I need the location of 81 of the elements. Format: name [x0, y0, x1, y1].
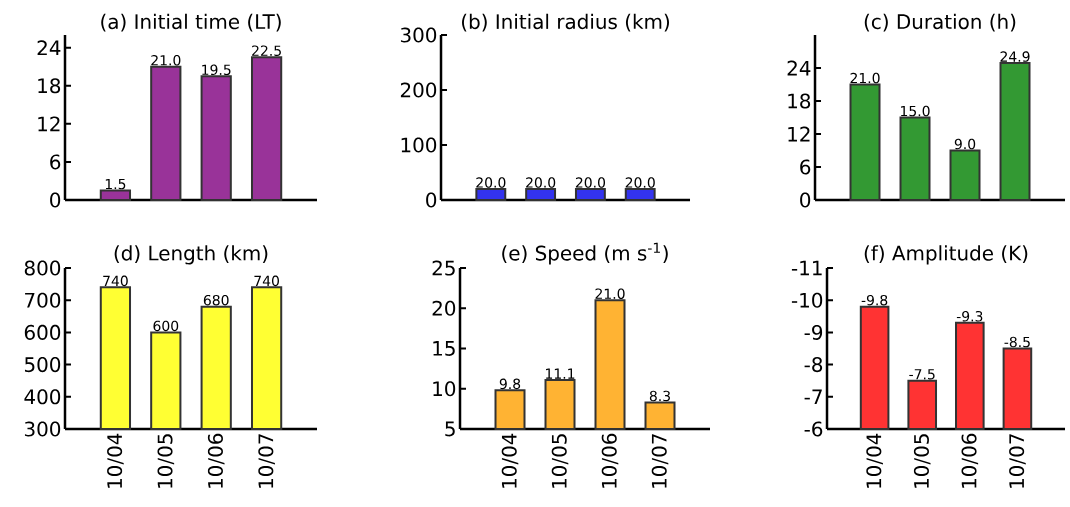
data-label: 1.5 [105, 178, 126, 190]
y-tick-label: 15 [433, 341, 455, 356]
x-tick-label: 10/07 [258, 434, 275, 488]
x-tick-label: 10/04 [107, 433, 124, 488]
x-tick-label: 10/07 [1009, 434, 1026, 488]
data-label: 9.8 [499, 378, 521, 390]
data-label: -9.8 [861, 294, 888, 306]
x-tick-label: 10/06 [961, 433, 979, 488]
data-label: 24.9 [1000, 51, 1030, 62]
y-tick-label: 700 [25, 292, 61, 308]
x-tick-label: 10/04 [501, 433, 519, 488]
y-tick-label: 10 [433, 381, 456, 397]
x-tick-label: 10/05 [913, 434, 931, 488]
bar [849, 83, 881, 201]
y-tick-label: 12 [788, 126, 810, 142]
y-tick-label: 6 [800, 159, 811, 175]
data-label: 680 [203, 294, 229, 306]
data-label: -9.3 [956, 310, 983, 322]
data-label: 21.0 [595, 288, 625, 300]
data-label: 15.0 [901, 105, 930, 117]
y-tick-label: -9 [804, 324, 823, 340]
data-label: 19.5 [202, 64, 231, 76]
y-tick-label: -7 [804, 389, 822, 405]
y-tick-label: 0 [800, 192, 811, 208]
data-label: 740 [103, 275, 128, 287]
y-tick-label: 20 [432, 300, 456, 316]
x-tick-label: 10/06 [207, 433, 225, 488]
data-label: 20.0 [625, 177, 655, 188]
data-label: 21.0 [151, 54, 181, 66]
x-tick-label: 10/05 [551, 434, 569, 488]
data-label: 600 [153, 320, 179, 332]
data-label: 20.0 [526, 177, 556, 188]
chart-title: (f) Amplitude (K) [864, 245, 1028, 265]
data-label: 20.0 [575, 177, 606, 188]
data-label: 8.3 [649, 390, 670, 402]
y-tick-label: 0 [50, 192, 61, 208]
y-tick-label: 500 [24, 357, 61, 373]
y-tick-label: 12 [38, 116, 60, 132]
y-tick-label: 18 [788, 93, 811, 109]
y-tick-label: -6 [804, 421, 823, 437]
chart-title: (d) Length (km) [114, 245, 268, 265]
data-label: 20.0 [476, 177, 506, 188]
y-tick-label: 800 [24, 260, 61, 276]
y-tick-label: 25 [432, 260, 455, 276]
data-label: 9.0 [954, 138, 976, 150]
bar [99, 189, 132, 201]
bar [150, 65, 182, 201]
x-tick-label: 10/07 [651, 434, 669, 488]
bar [250, 56, 283, 201]
x-tick-label: 10/05 [157, 434, 175, 488]
data-label: 740 [254, 275, 279, 287]
y-tick-label: 0 [426, 192, 437, 208]
y-tick-label: 18 [38, 78, 61, 94]
y-tick-label: 300 [24, 421, 61, 437]
y-tick-label: 100 [401, 137, 437, 153]
chart-title: (b) Initial radius (km) [462, 13, 670, 32]
x-tick-label: 10/06 [601, 433, 619, 488]
chart-title: (e) Speed (m s$^{-1}$) [502, 242, 668, 265]
chart-title: (c) Duration (h) [864, 13, 1016, 32]
y-tick-label: -10 [791, 292, 823, 308]
bar [200, 75, 232, 201]
y-tick-label: 24 [37, 40, 61, 56]
y-tick-label: 5 [445, 421, 455, 437]
y-tick-label: -8 [804, 357, 823, 373]
y-tick-label: 200 [400, 82, 437, 98]
y-tick-label: 600 [24, 324, 61, 340]
data-label: -8.5 [1004, 336, 1030, 348]
bar [899, 116, 931, 201]
bar [949, 149, 981, 201]
bar [999, 62, 1031, 201]
y-tick-label: -11 [791, 260, 822, 276]
y-tick-label: 400 [24, 389, 61, 405]
y-tick-label: 6 [50, 154, 61, 170]
y-tick-label: 300 [400, 27, 437, 43]
data-label: 21.0 [850, 72, 880, 84]
data-label: 22.5 [252, 45, 281, 57]
x-tick-label: 10/04 [866, 433, 883, 488]
data-label: 11.1 [546, 368, 575, 379]
data-label: -7.5 [909, 369, 935, 380]
chart-title: (a) Initial time (LT) [101, 13, 281, 32]
y-tick-label: 24 [787, 60, 811, 76]
